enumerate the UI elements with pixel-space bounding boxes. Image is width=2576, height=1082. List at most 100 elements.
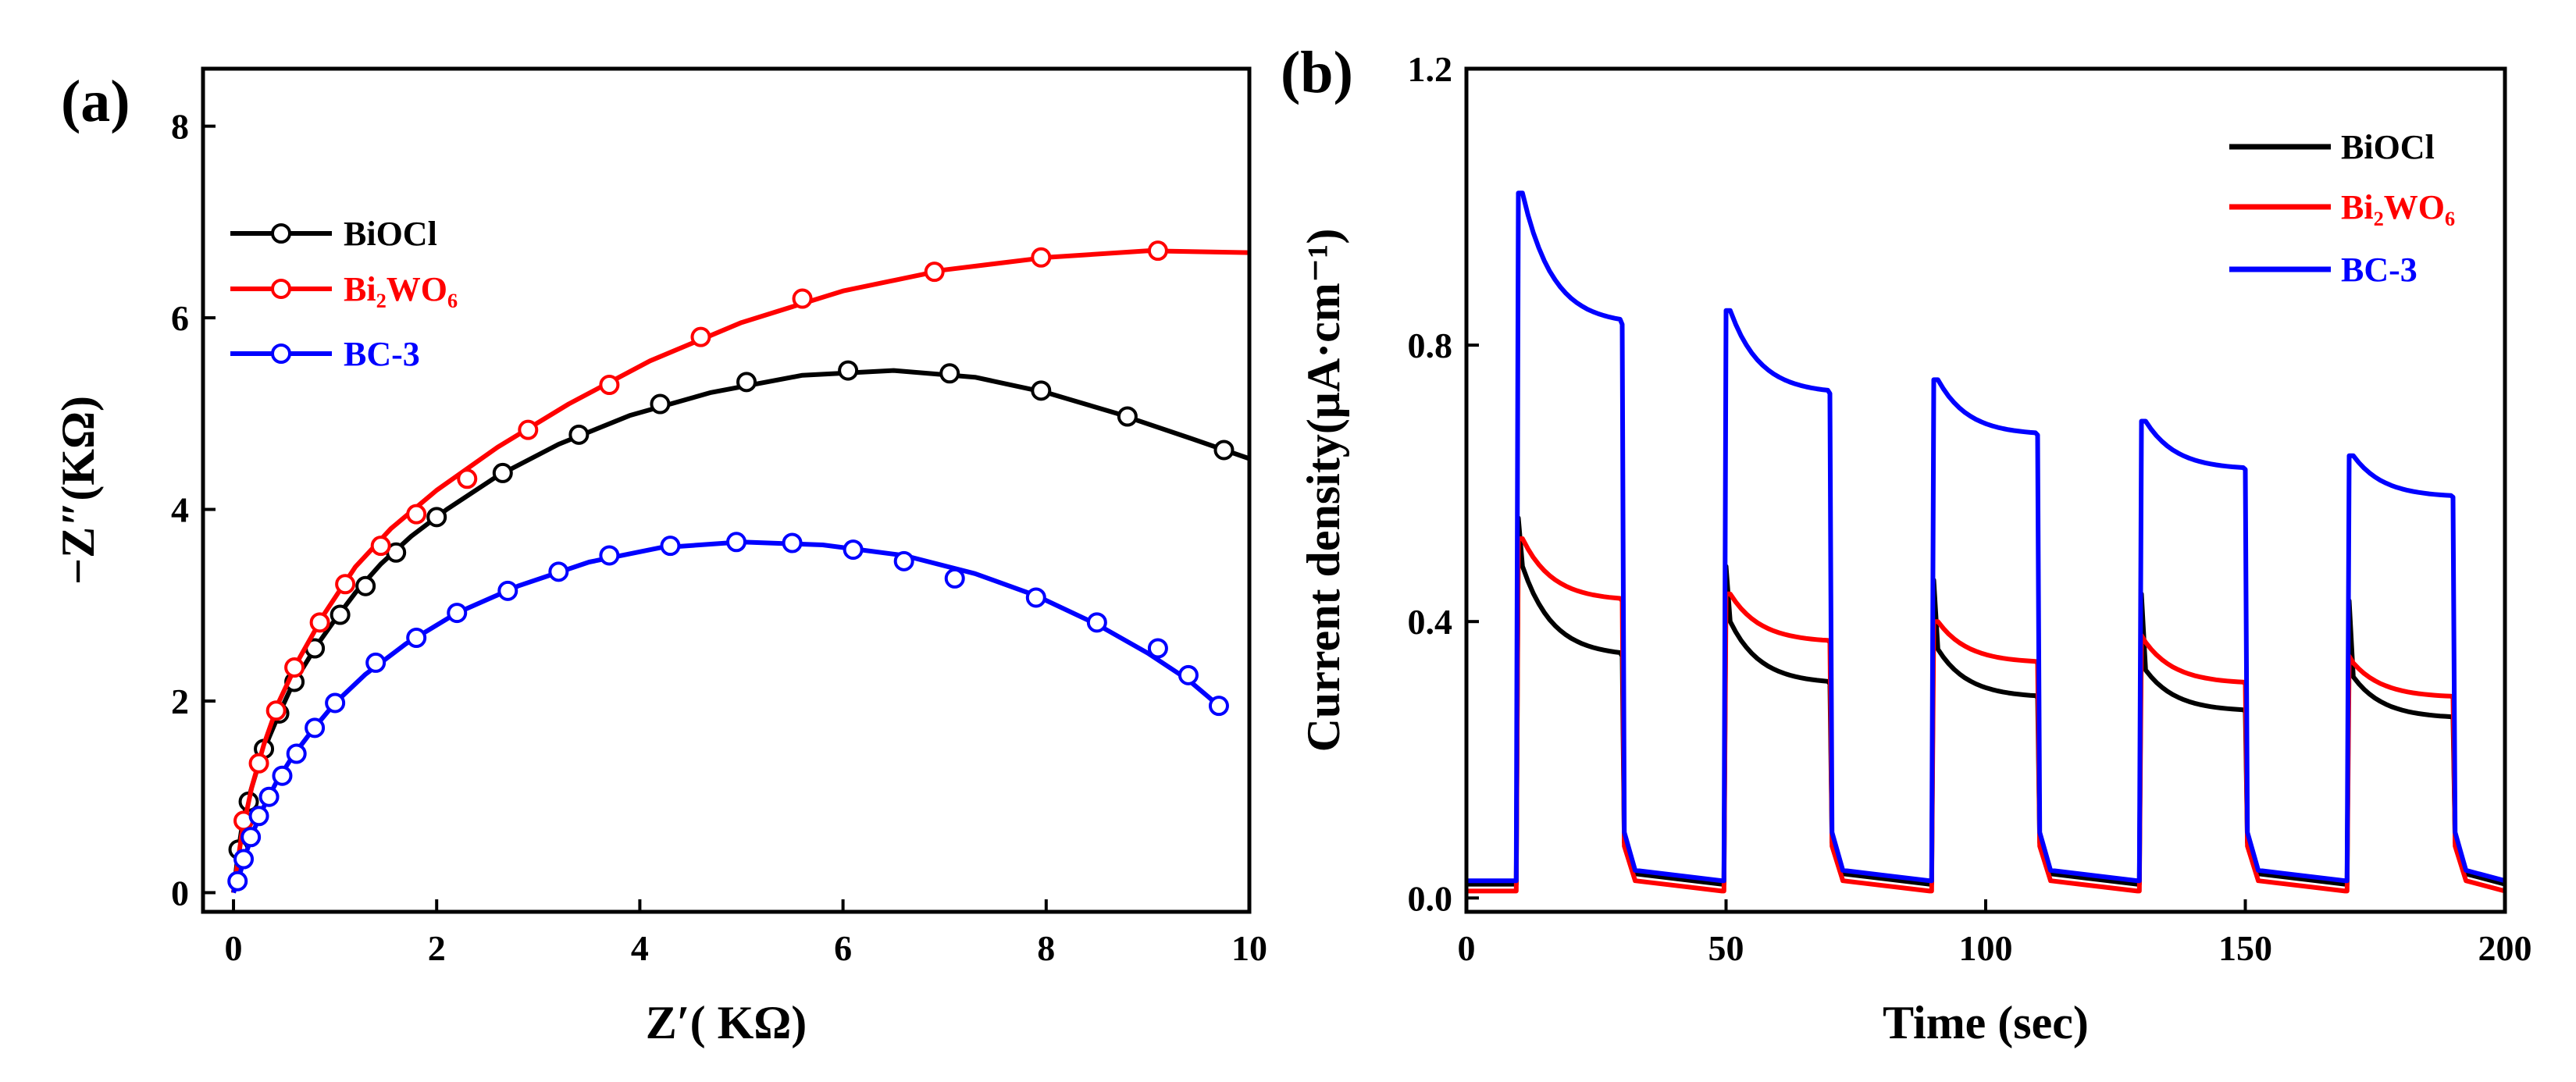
data-point-bc3 (325, 692, 346, 714)
data-point-biwo (599, 375, 620, 395)
panel-b-x-tick-label: 50 (1708, 928, 1744, 968)
panel-a-plot-area (227, 240, 1250, 894)
data-point-biocl (939, 363, 960, 384)
data-point-bc3 (843, 539, 864, 561)
data-point-bc3 (286, 743, 307, 764)
panel-a-legend: BiOCl Bi₂WO₆ BC-3 (230, 215, 458, 373)
data-point-bc3 (782, 532, 803, 553)
data-point-biwo (1031, 247, 1052, 268)
panel-b-x-tick-label: 150 (2218, 928, 2272, 968)
data-point-biocl (650, 393, 671, 415)
series-line-bc3 (1466, 190, 2506, 884)
panel-a-x-tick-label: 4 (631, 928, 649, 968)
panel-b-x-tick-label: 100 (1959, 928, 2013, 968)
data-point-biocl (838, 360, 859, 381)
data-point-biwo (370, 536, 391, 557)
data-point-bc3 (660, 536, 681, 557)
data-point-bc3 (365, 652, 387, 673)
panel-b-y-tick-label: 0.0 (1408, 878, 1453, 918)
data-point-biwo (457, 468, 478, 489)
data-point-bc3 (248, 806, 269, 827)
panel-b-y-tick-label: 1.2 (1408, 49, 1453, 89)
data-point-bc3 (726, 532, 747, 553)
legend-a-marker-bi2wo6 (271, 279, 291, 299)
panel-a-x-tick-label: 2 (428, 928, 446, 968)
panel-a-y-tick-label: 8 (171, 107, 189, 147)
data-point-biocl (426, 507, 447, 528)
data-point-biwo (406, 504, 427, 525)
panel-b-legend: BiOCl Bi₂WO₆ BC-3 (2229, 128, 2455, 289)
panel-b-y-tick-label: 0.8 (1408, 326, 1453, 365)
data-point-bc3 (258, 786, 280, 807)
legend-b-label-bi2wo6: Bi₂WO₆ (2341, 188, 2455, 226)
panel-a-x-tick-label: 8 (1037, 928, 1055, 968)
data-point-biwo (518, 419, 539, 440)
data-point-biocl (355, 575, 376, 596)
data-point-biocl (1031, 380, 1052, 401)
legend-a-label-bi2wo6: Bi₂WO₆ (344, 270, 458, 308)
panel-a-x-axis-title: Z′( KΩ) (646, 997, 807, 1048)
data-point-biwo (309, 612, 330, 633)
data-point-biwo (792, 288, 813, 309)
data-point-bc3 (1086, 612, 1107, 633)
panel-a-x-tick-label: 6 (834, 928, 852, 968)
data-point-biocl (492, 462, 513, 483)
data-point-bc3 (240, 827, 262, 848)
panel-a-y-tick-label: 4 (171, 490, 189, 530)
data-point-bc3 (305, 717, 326, 739)
panel-b-y-axis-title: Current density(μA·cm⁻¹) (1298, 229, 1349, 753)
data-point-biwo (335, 574, 356, 595)
data-point-biocl (736, 372, 757, 393)
data-point-bc3 (1178, 664, 1199, 685)
legend-a-label-biocl: BiOCl (344, 215, 437, 253)
panel-b-x-tick-label: 200 (2478, 928, 2532, 968)
data-point-biocl (568, 424, 590, 445)
data-point-biwo (265, 700, 287, 721)
panel-a-x-tick-label: 10 (1231, 928, 1267, 968)
panel-a-y-axis-title: −Z″(KΩ) (52, 396, 104, 585)
panel-a-label: (a) (61, 69, 130, 134)
data-point-bc3 (497, 580, 518, 601)
panel-b-x-axis-title: Time (sec) (1883, 997, 2089, 1048)
data-point-biocl (1117, 406, 1138, 427)
panel-b-label: (b) (1281, 40, 1353, 105)
series-line-biwo (1466, 536, 2506, 894)
data-point-biwo (690, 326, 711, 347)
panel-b-plot-area (1466, 190, 2506, 894)
data-point-biwo (248, 753, 269, 774)
data-point-biwo (924, 262, 945, 283)
data-point-bc3 (548, 561, 569, 582)
legend-a-marker-bc3 (271, 343, 291, 364)
series-line-bc3 (231, 539, 1220, 894)
data-point-bc3 (1208, 696, 1229, 717)
panel-a-ticks: 0 2 4 6 8 10 0 2 4 6 8 (171, 107, 1267, 968)
data-point-biwo (284, 657, 305, 678)
data-point-bc3 (406, 628, 427, 648)
panel-a-y-tick-label: 0 (171, 873, 189, 913)
data-point-biocl (330, 604, 351, 625)
data-point-bc3 (272, 765, 293, 786)
data-point-bc3 (227, 870, 248, 892)
data-point-biocl (1213, 440, 1235, 461)
panel-a-y-tick-label: 6 (171, 298, 189, 338)
panel-a-y-tick-label: 2 (171, 682, 189, 721)
series-line-biocl (1466, 515, 2506, 887)
series-line-biwo (231, 248, 1250, 893)
legend-b-label-biocl: BiOCl (2341, 128, 2435, 166)
data-point-bc3 (233, 849, 255, 870)
panel-a-x-tick-label: 0 (225, 928, 243, 968)
panel-a-frame (201, 66, 1252, 914)
data-point-bc3 (1025, 587, 1046, 608)
panel-b-x-tick-label: 0 (1458, 928, 1476, 968)
legend-a-label-bc3: BC-3 (344, 335, 420, 373)
data-point-bc3 (447, 603, 468, 624)
panel-b-y-tick-label: 0.4 (1408, 602, 1453, 642)
legend-b-label-bc3: BC-3 (2341, 251, 2417, 289)
panel-a: (a) 0 2 4 6 8 10 0 2 4 6 8 Z′( KΩ) −Z″(KΩ) BiOCl B… (52, 66, 1267, 1048)
data-point-bc3 (944, 568, 965, 589)
legend-a-marker-biocl (271, 223, 291, 244)
data-point-bc3 (893, 550, 914, 571)
data-point-biwo (1147, 240, 1168, 262)
